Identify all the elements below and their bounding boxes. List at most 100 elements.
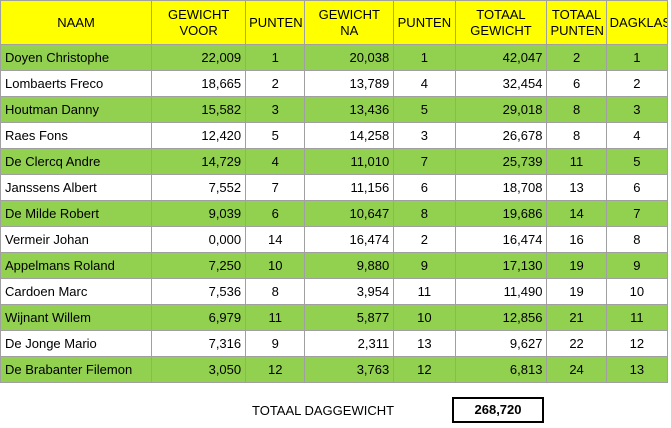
header-punten-1: PUNTEN (245, 0, 306, 45)
cell-punten-2: 10 (393, 304, 456, 331)
cell-totaal-punten: 19 (546, 252, 607, 279)
cell-naam: Wijnant Willem (0, 304, 153, 331)
cell-gewicht-na: 5,877 (304, 304, 395, 331)
cell-gewicht-voor: 7,316 (151, 330, 247, 357)
cell-totaal-gewicht: 32,454 (454, 70, 548, 97)
cell-totaal-gewicht: 18,708 (454, 174, 548, 201)
cell-totaal-gewicht: 17,130 (454, 252, 548, 279)
cell-punten-2: 2 (393, 226, 456, 253)
cell-gewicht-na: 20,038 (304, 44, 395, 71)
cell-gewicht-na: 11,010 (304, 148, 395, 175)
cell-punten-1: 2 (245, 70, 306, 97)
cell-dagklas: 13 (605, 356, 669, 383)
cell-dagklas: 2 (605, 70, 669, 97)
cell-punten-1: 8 (245, 278, 306, 305)
cell-naam: Lombaerts Freco (0, 70, 153, 97)
cell-totaal-punten: 21 (546, 304, 607, 331)
header-naam: NAAM (0, 0, 153, 45)
header-dagklas: DAGKLAS (605, 0, 669, 45)
cell-dagklas: 10 (605, 278, 669, 305)
table-row: Appelmans Roland 7,250 10 9,880 9 17,130 19 9 (0, 252, 669, 279)
cell-gewicht-voor: 18,665 (151, 70, 247, 97)
cell-punten-1: 1 (245, 44, 306, 71)
cell-naam: Janssens Albert (0, 174, 153, 201)
cell-punten-2: 4 (393, 70, 456, 97)
cell-gewicht-na: 9,880 (304, 252, 395, 279)
cell-gewicht-voor: 9,039 (151, 200, 247, 227)
header-row: NAAM GEWICHT VOOR PUNTEN GEWICHT NA PUNT… (0, 0, 669, 45)
cell-gewicht-voor: 3,050 (151, 356, 247, 383)
cell-naam: Houtman Danny (0, 96, 153, 123)
cell-punten-2: 12 (393, 356, 456, 383)
cell-gewicht-voor: 7,250 (151, 252, 247, 279)
header-punten-2: PUNTEN (393, 0, 456, 45)
cell-punten-1: 11 (245, 304, 306, 331)
cell-gewicht-voor: 15,582 (151, 96, 247, 123)
cell-punten-2: 3 (393, 122, 456, 149)
cell-gewicht-na: 13,436 (304, 96, 395, 123)
cell-naam: De Clercq Andre (0, 148, 153, 175)
cell-totaal-punten: 19 (546, 278, 607, 305)
cell-punten-2: 5 (393, 96, 456, 123)
header-gewicht-na: GEWICHT NA (304, 0, 395, 45)
cell-gewicht-voor: 22,009 (151, 44, 247, 71)
table-row: Lombaerts Freco 18,665 2 13,789 4 32,454 6 2 (0, 70, 669, 97)
cell-dagklas: 8 (605, 226, 669, 253)
cell-gewicht-voor: 6,979 (151, 304, 247, 331)
header-totaal-punten: TOTAAL PUNTEN (546, 0, 607, 45)
cell-naam: Cardoen Marc (0, 278, 153, 305)
cell-gewicht-na: 14,258 (304, 122, 395, 149)
cell-punten-1: 3 (245, 96, 306, 123)
cell-naam: Appelmans Roland (0, 252, 153, 279)
cell-dagklas: 12 (605, 330, 669, 357)
table-row: Doyen Christophe 22,009 1 20,038 1 42,047 2 1 (0, 44, 669, 71)
cell-gewicht-voor: 0,000 (151, 226, 247, 253)
cell-gewicht-na: 2,311 (304, 330, 395, 357)
cell-totaal-punten: 2 (546, 44, 607, 71)
table-row: Janssens Albert 7,552 7 11,156 6 18,708 13 6 (0, 174, 669, 201)
cell-gewicht-na: 3,763 (304, 356, 395, 383)
cell-gewicht-voor: 14,729 (151, 148, 247, 175)
cell-punten-2: 6 (393, 174, 456, 201)
cell-punten-1: 4 (245, 148, 306, 175)
cell-dagklas: 4 (605, 122, 669, 149)
cell-punten-1: 14 (245, 226, 306, 253)
cell-dagklas: 1 (605, 44, 669, 71)
cell-totaal-punten: 13 (546, 174, 607, 201)
cell-punten-2: 8 (393, 200, 456, 227)
cell-totaal-punten: 8 (546, 96, 607, 123)
table-row: Wijnant Willem 6,979 11 5,877 10 12,856 21 11 (0, 304, 669, 331)
cell-gewicht-na: 10,647 (304, 200, 395, 227)
cell-punten-1: 5 (245, 122, 306, 149)
cell-gewicht-na: 16,474 (304, 226, 395, 253)
cell-naam: Raes Fons (0, 122, 153, 149)
cell-totaal-punten: 14 (546, 200, 607, 227)
cell-naam: De Jonge Mario (0, 330, 153, 357)
header-gewicht-voor: GEWICHT VOOR (151, 0, 247, 45)
cell-naam: Vermeir Johan (0, 226, 153, 253)
table-row: De Brabanter Filemon 3,050 12 3,763 12 6,813 2… (0, 356, 669, 383)
cell-totaal-punten: 24 (546, 356, 607, 383)
total-day-weight-value: 268,720 (452, 397, 544, 423)
results-table: NAAM GEWICHT VOOR PUNTEN GEWICHT NA PUNT… (0, 0, 669, 383)
cell-gewicht-na: 13,789 (304, 70, 395, 97)
table-row: Houtman Danny 15,582 3 13,436 5 29,018 8 3 (0, 96, 669, 123)
cell-punten-2: 1 (393, 44, 456, 71)
table-row: Vermeir Johan 0,000 14 16,474 2 16,474 16 8 (0, 226, 669, 253)
cell-punten-2: 7 (393, 148, 456, 175)
cell-totaal-punten: 16 (546, 226, 607, 253)
cell-punten-1: 9 (245, 330, 306, 357)
cell-totaal-gewicht: 11,490 (454, 278, 548, 305)
cell-dagklas: 7 (605, 200, 669, 227)
table-row: De Milde Robert 9,039 6 10,647 8 19,686 14 7 (0, 200, 669, 227)
cell-gewicht-voor: 7,552 (151, 174, 247, 201)
cell-punten-2: 9 (393, 252, 456, 279)
table-row: De Jonge Mario 7,316 9 2,311 13 9,627 22 12 (0, 330, 669, 357)
table-row: Raes Fons 12,420 5 14,258 3 26,678 8 4 (0, 122, 669, 149)
table-row: De Clercq Andre 14,729 4 11,010 7 25,739 11 5 (0, 148, 669, 175)
cell-totaal-gewicht: 29,018 (454, 96, 548, 123)
cell-punten-2: 13 (393, 330, 456, 357)
cell-totaal-gewicht: 26,678 (454, 122, 548, 149)
cell-gewicht-na: 11,156 (304, 174, 395, 201)
cell-totaal-gewicht: 9,627 (454, 330, 548, 357)
